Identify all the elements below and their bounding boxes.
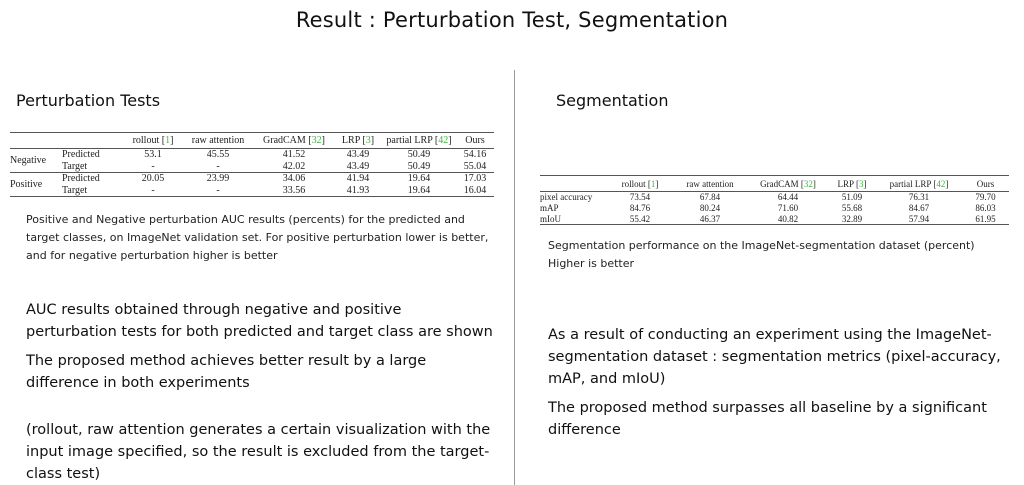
table-cell: 32.89: [841, 213, 863, 224]
citation-ref: 3: [858, 178, 864, 189]
best-cell: 79.70: [975, 192, 996, 203]
table-cell: 73.54: [629, 192, 651, 203]
table-cell: 55.68: [841, 203, 863, 213]
bullet-text: The proposed method surpasses all baseli…: [548, 400, 987, 438]
table-cell: 19.64: [407, 184, 431, 196]
bullet-text: The proposed method achieves better resu…: [26, 353, 427, 391]
table-row: Positive Predicted 20.05 23.99 34.06 41.…: [10, 173, 494, 190]
table-cell: 46.37: [699, 213, 721, 224]
segmentation-caption: Segmentation performance on the ImageNet…: [548, 237, 1008, 273]
table-cell: 64.44: [777, 192, 799, 203]
table-cell: -: [151, 160, 155, 172]
best-cell: 55.04: [463, 160, 487, 172]
table-cell: 41.93: [346, 184, 370, 196]
table-cell: 53.1: [144, 149, 162, 161]
group-label: Positive: [10, 179, 43, 190]
table-cell: 23.99: [206, 173, 230, 185]
table-cell: 55.42: [629, 213, 651, 224]
table-cell: 42.02: [282, 160, 306, 172]
bullet-text: (rollout, raw attention generates a cert…: [26, 422, 491, 482]
citation-ref: 32: [311, 135, 322, 146]
table-row: mIoU 55.42 46.37 40.82 32.89 57.94 61.95: [540, 214, 1009, 225]
table-cell: 51.09: [841, 192, 863, 203]
table-cell: -: [151, 184, 155, 196]
table-row: Target - - 42.02 43.49 50.49 55.04: [10, 161, 494, 173]
row-label: Target: [62, 184, 88, 196]
table-row: pixel accuracy 73.54 67.84 64.44 51.09 7…: [540, 192, 1009, 203]
table-cell: 41.94: [346, 173, 370, 185]
table-row: Target - - 33.56 41.93 19.64 16.04: [10, 185, 494, 197]
row-label: mAP: [540, 203, 559, 213]
table-cell: 50.49: [407, 160, 431, 172]
table-cell: 34.06: [282, 173, 306, 185]
table-cell: -: [216, 160, 220, 172]
column-header: partial LRP [42]: [889, 178, 949, 189]
table-cell: 40.82: [777, 213, 799, 224]
header-blank: [540, 176, 608, 192]
column-header: LRP [3]: [837, 178, 867, 189]
column-header: partial LRP [42]: [386, 135, 452, 146]
column-header: GradCAM [32]: [263, 135, 325, 146]
citation-ref: 3: [365, 135, 371, 146]
column-header: GradCAM [32]: [760, 178, 816, 189]
perturbation-heading: Perturbation Tests: [16, 91, 161, 110]
header-blank: [62, 133, 124, 149]
row-label: Target: [62, 160, 88, 172]
table-row: Negative Predicted 53.1 45.55 41.52 43.4…: [10, 149, 494, 166]
row-label: mIoU: [540, 213, 561, 224]
best-cell: 54.16: [463, 149, 487, 161]
column-header: raw attention: [686, 178, 734, 189]
caption-line: Higher is better: [548, 257, 635, 270]
citation-ref: 1: [650, 178, 656, 189]
segmentation-table: rollout [1] raw attention GradCAM [32] L…: [540, 175, 1009, 225]
table-row: mAP 84.76 80.24 71.60 55.68 84.67 86.03: [540, 203, 1009, 214]
table-cell: 84.67: [908, 203, 930, 213]
column-header: rollout [1]: [132, 135, 174, 146]
row-label: Predicted: [62, 173, 100, 185]
column-header: Ours: [465, 135, 485, 146]
row-label: pixel accuracy: [540, 192, 593, 203]
citation-ref: 32: [803, 178, 813, 189]
table-cell: -: [216, 184, 220, 196]
bullet-text: As a result of conducting an experiment …: [548, 327, 1001, 387]
best-cell: 61.95: [975, 213, 996, 224]
group-label: Negative: [10, 155, 47, 166]
column-header: Ours: [976, 178, 995, 189]
table-cell: 76.31: [908, 192, 930, 203]
table-cell: 33.56: [282, 184, 306, 196]
row-label: Predicted: [62, 149, 100, 161]
table-cell: 45.55: [206, 149, 230, 161]
table-cell: 20.05: [141, 173, 165, 185]
citation-ref: 42: [936, 178, 946, 189]
caption-line: Segmentation performance on the ImageNet…: [548, 239, 975, 252]
best-cell: 86.03: [975, 203, 996, 213]
table-cell: 43.49: [346, 149, 370, 161]
bullet-text: AUC results obtained through negative an…: [26, 302, 493, 340]
slide-title: Result : Perturbation Test, Segmentation: [295, 8, 729, 32]
table-cell: 67.84: [699, 192, 721, 203]
table-cell: 80.24: [699, 203, 721, 213]
best-cell: 16.04: [463, 184, 487, 196]
table-cell: 19.64: [407, 173, 431, 185]
table-cell: 57.94: [908, 213, 930, 224]
table-cell: 43.49: [346, 160, 370, 172]
header-blank: [10, 133, 62, 149]
table-cell: 71.60: [777, 203, 799, 213]
column-header: raw attention: [191, 135, 245, 146]
perturbation-table: rollout [1] raw attention GradCAM [32] L…: [10, 132, 494, 197]
table-cell: 84.76: [629, 203, 651, 213]
column-header: rollout [1]: [621, 178, 659, 189]
best-cell: 17.03: [463, 173, 487, 185]
segmentation-heading: Segmentation: [556, 91, 669, 110]
citation-ref: 42: [438, 135, 449, 146]
citation-ref: 1: [165, 135, 171, 146]
table-cell: 41.52: [282, 149, 306, 161]
perturbation-caption: Positive and Negative perturbation AUC r…: [26, 213, 489, 262]
column-divider: [514, 70, 515, 485]
table-cell: 50.49: [407, 149, 431, 161]
column-header: LRP [3]: [341, 135, 375, 146]
